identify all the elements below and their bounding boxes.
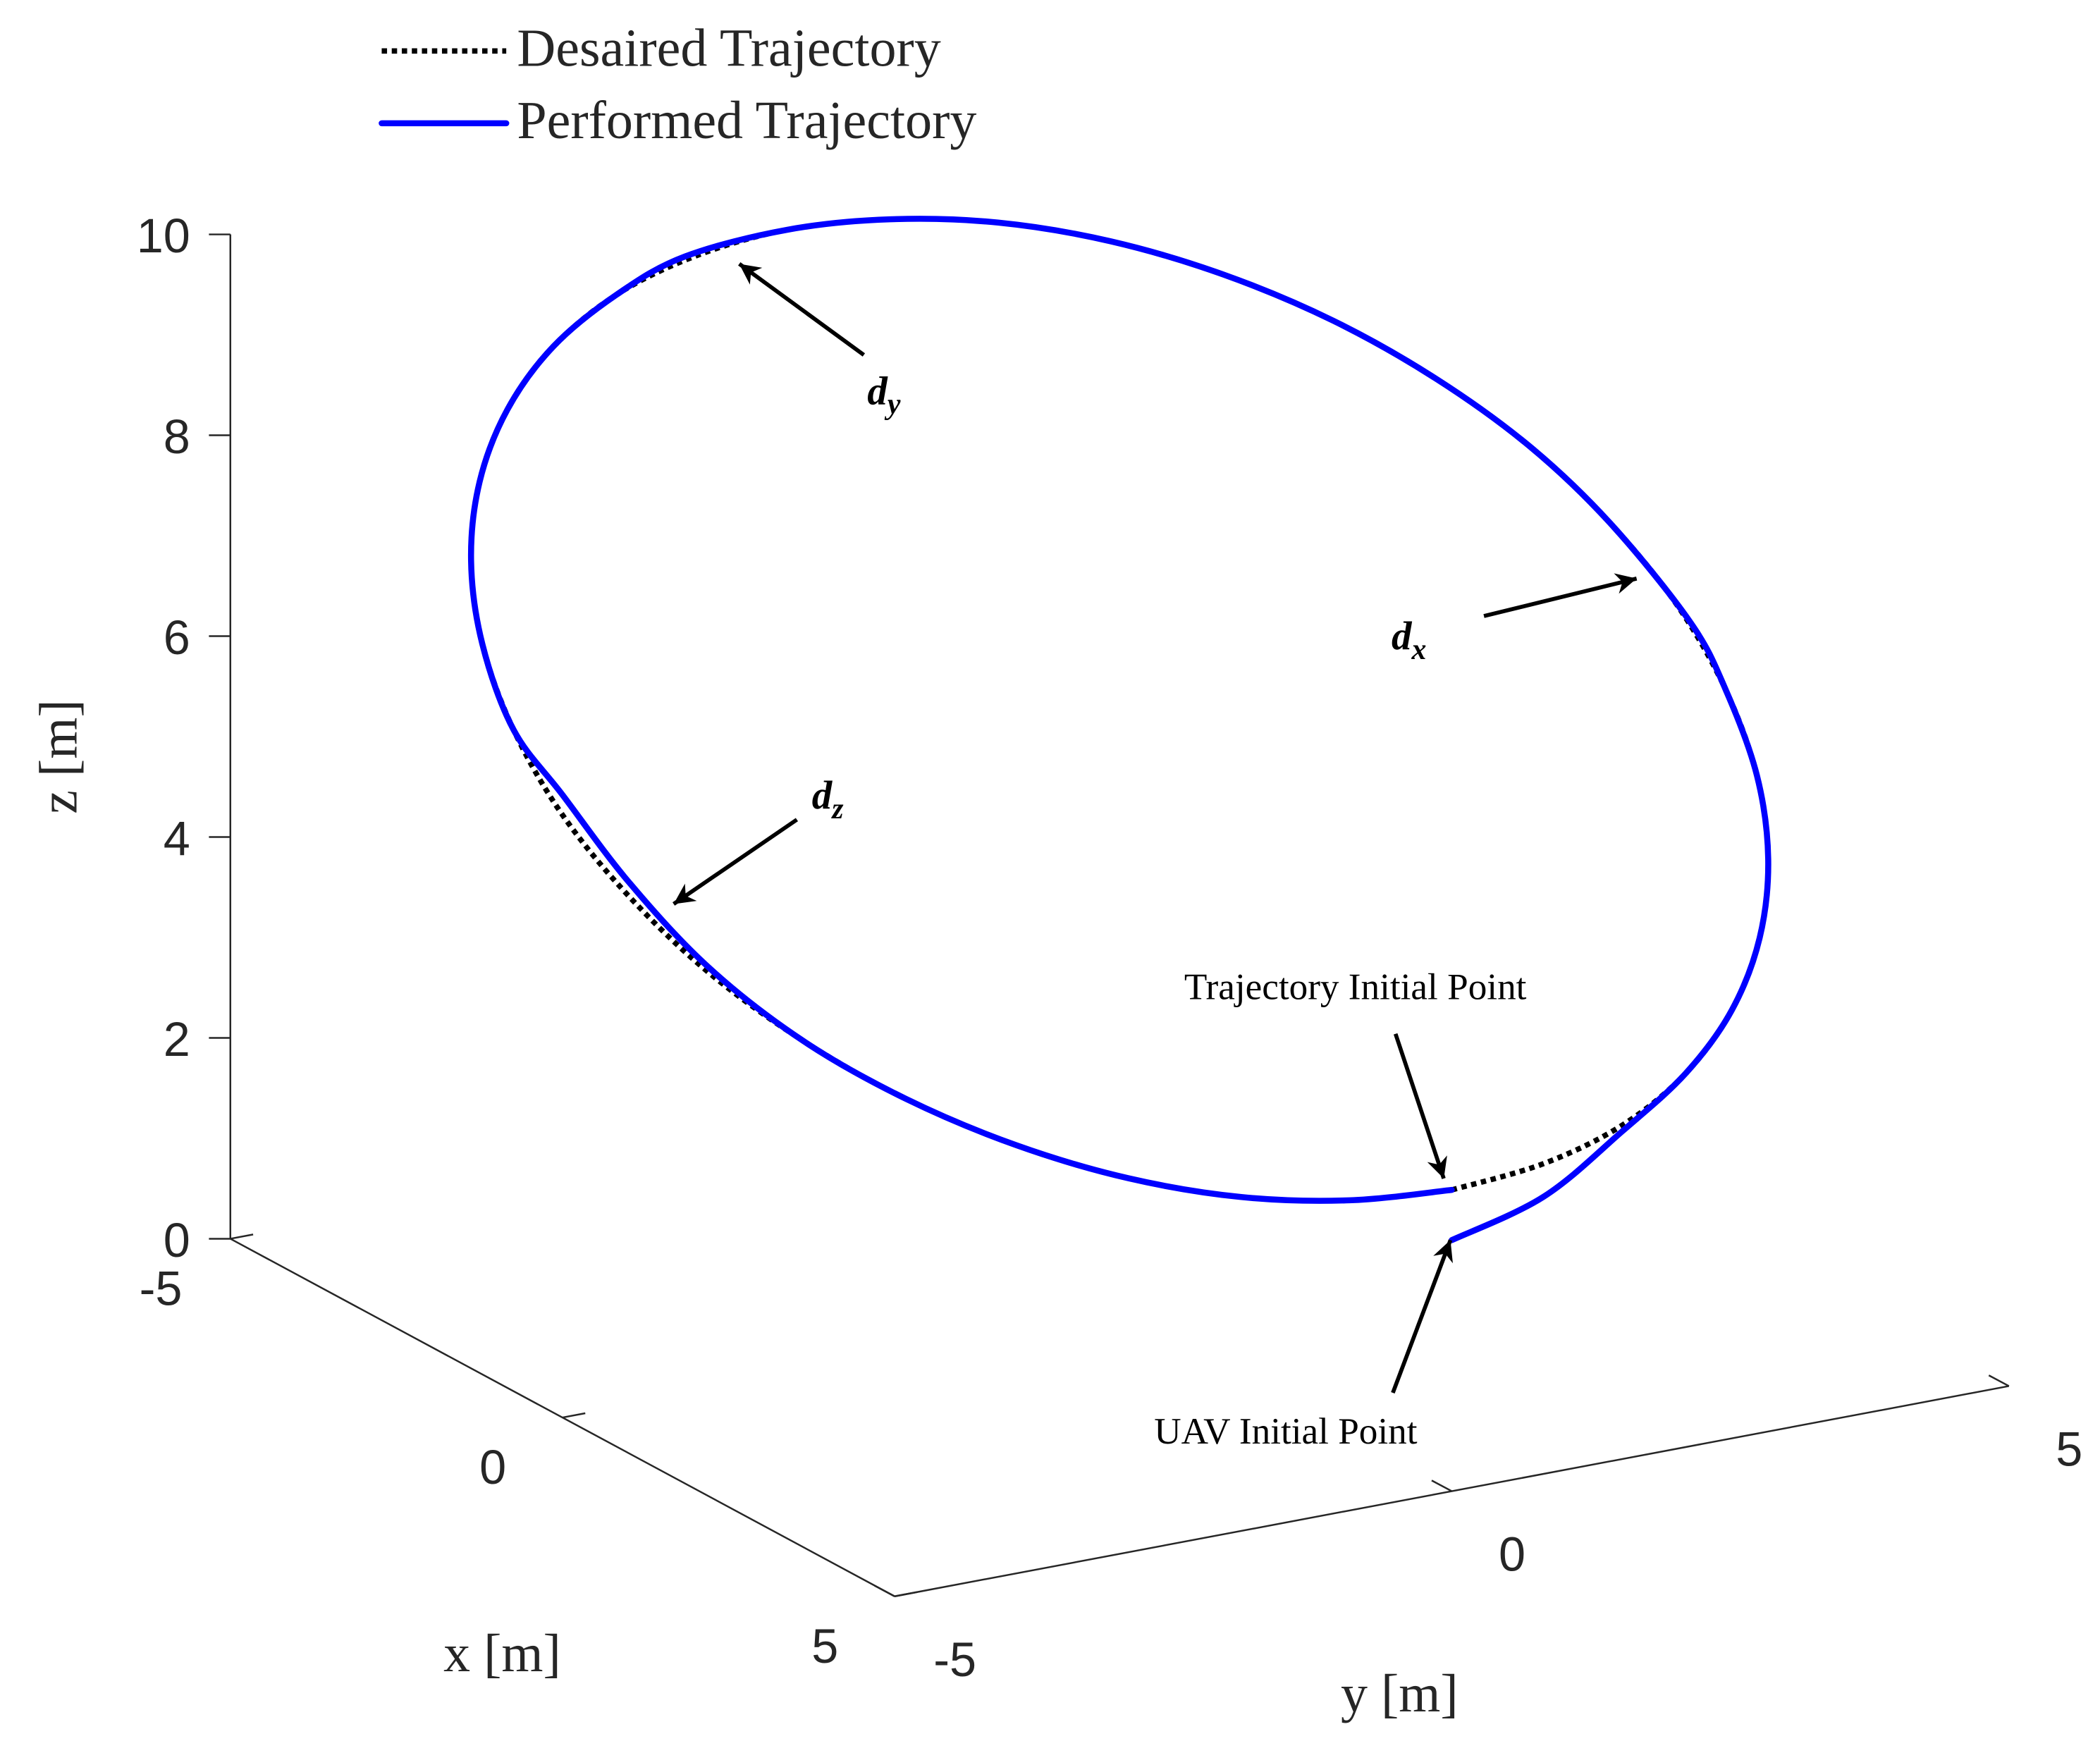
annotation-arrow — [1393, 1033, 1447, 1179]
z-tick-label: 10 — [137, 209, 190, 263]
z-tick-label: 0 — [164, 1214, 190, 1267]
x-tick-label: 0 — [479, 1441, 506, 1494]
y-tick — [1431, 1479, 1453, 1492]
z-tick-label: 6 — [164, 611, 190, 665]
annotation-arrow — [1391, 1239, 1453, 1394]
annotation-label: dx — [1392, 615, 1426, 666]
annotation-arrow — [1483, 573, 1638, 618]
x-tick — [562, 1412, 586, 1419]
y-tick-label: 0 — [1499, 1528, 1525, 1582]
x-tick — [230, 1234, 254, 1240]
y-tick-label: -5 — [933, 1633, 976, 1687]
x-tick — [894, 1591, 918, 1597]
annotation-text: d — [867, 369, 888, 414]
x-axis-label: x [m] — [443, 1624, 561, 1683]
legend-label: Performed Trajectory — [517, 91, 976, 150]
y-tick — [874, 1585, 895, 1597]
annotation-subscript: z — [830, 793, 844, 825]
annotation-text: d — [1392, 615, 1413, 659]
y-tick-label: 5 — [2056, 1423, 2082, 1477]
legend-label: Desaired Trajectory — [517, 19, 940, 78]
annotation-text: d — [812, 774, 833, 818]
annotation-label: UAV Initial Point — [1154, 1410, 1418, 1452]
annotation-arrow — [673, 818, 799, 906]
annotation-subscript: y — [884, 388, 901, 421]
x-tick-label: 5 — [811, 1620, 838, 1673]
x-tick-label: -5 — [140, 1262, 183, 1316]
annotation-arrow — [738, 262, 866, 357]
trajectory-line — [467, 216, 1772, 1243]
z-tick-label: 4 — [164, 812, 190, 866]
z-axis-label: z [m] — [30, 699, 89, 813]
annotation-label: dy — [867, 369, 901, 421]
y-axis-label: y [m] — [1341, 1664, 1459, 1723]
y-tick — [1988, 1374, 2010, 1387]
annotation-label: Trajectory Initial Point — [1184, 966, 1527, 1007]
trajectory-line — [468, 216, 1772, 1204]
annotation-subscript: x — [1411, 634, 1426, 666]
z-tick-label: 8 — [164, 410, 190, 464]
annotation-label: dz — [812, 774, 845, 825]
z-tick-label: 2 — [164, 1013, 190, 1066]
